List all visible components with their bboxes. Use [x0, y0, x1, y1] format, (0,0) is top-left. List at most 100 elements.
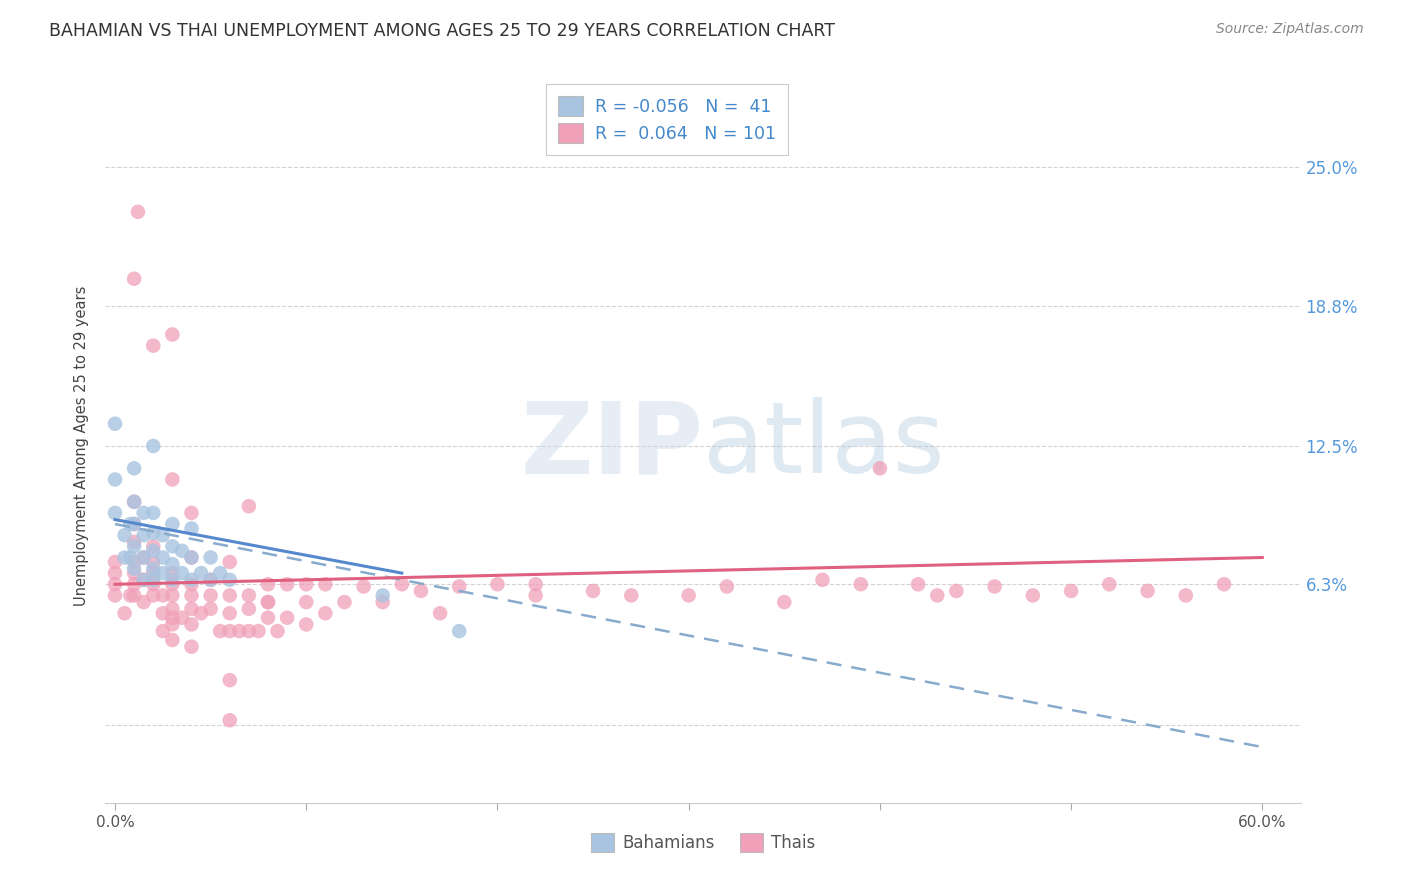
- Y-axis label: Unemployment Among Ages 25 to 29 years: Unemployment Among Ages 25 to 29 years: [75, 285, 90, 607]
- Point: [276, 577, 298, 591]
- Point: [449, 624, 471, 639]
- Point: [120, 589, 142, 603]
- Point: [122, 494, 145, 508]
- Point: [869, 461, 891, 475]
- Point: [209, 624, 232, 639]
- Point: [582, 583, 605, 598]
- Point: [180, 550, 202, 565]
- Point: [257, 595, 280, 609]
- Point: [142, 555, 165, 569]
- Point: [238, 624, 260, 639]
- Text: Source: ZipAtlas.com: Source: ZipAtlas.com: [1216, 22, 1364, 37]
- Point: [170, 610, 193, 624]
- Point: [773, 595, 796, 609]
- Point: [449, 580, 471, 594]
- Point: [190, 566, 212, 580]
- Point: [162, 633, 184, 648]
- Point: [127, 204, 149, 219]
- Point: [276, 610, 298, 624]
- Point: [162, 539, 184, 553]
- Point: [122, 271, 145, 285]
- Point: [295, 595, 318, 609]
- Point: [927, 589, 949, 603]
- Point: [678, 589, 700, 603]
- Point: [142, 338, 165, 352]
- Point: [122, 516, 145, 531]
- Point: [162, 573, 184, 587]
- Point: [257, 610, 280, 624]
- Point: [218, 555, 240, 569]
- Point: [152, 528, 174, 542]
- Point: [162, 589, 184, 603]
- Point: [200, 589, 222, 603]
- Point: [228, 624, 250, 639]
- Point: [142, 539, 165, 553]
- Point: [486, 577, 509, 591]
- Point: [180, 577, 202, 591]
- Point: [104, 566, 127, 580]
- Point: [238, 499, 260, 513]
- Point: [257, 577, 280, 591]
- Legend: Bahamians, Thais: Bahamians, Thais: [583, 826, 823, 859]
- Point: [180, 506, 202, 520]
- Point: [716, 580, 738, 594]
- Point: [180, 640, 202, 654]
- Point: [218, 714, 240, 728]
- Point: [247, 624, 270, 639]
- Point: [122, 555, 145, 569]
- Point: [180, 601, 202, 615]
- Point: [200, 550, 222, 565]
- Point: [1213, 577, 1236, 591]
- Point: [371, 589, 394, 603]
- Point: [114, 607, 136, 621]
- Text: ZIP: ZIP: [520, 398, 703, 494]
- Point: [200, 573, 222, 587]
- Point: [142, 562, 165, 576]
- Point: [391, 577, 413, 591]
- Point: [209, 566, 232, 580]
- Point: [122, 566, 145, 580]
- Point: [1022, 589, 1045, 603]
- Point: [132, 550, 155, 565]
- Point: [429, 607, 451, 621]
- Point: [152, 589, 174, 603]
- Point: [238, 601, 260, 615]
- Point: [104, 555, 127, 569]
- Point: [122, 539, 145, 553]
- Point: [162, 610, 184, 624]
- Point: [353, 580, 375, 594]
- Point: [190, 607, 212, 621]
- Point: [162, 557, 184, 571]
- Point: [114, 550, 136, 565]
- Point: [120, 516, 142, 531]
- Point: [180, 521, 202, 535]
- Point: [142, 506, 165, 520]
- Point: [152, 566, 174, 580]
- Point: [152, 624, 174, 639]
- Point: [170, 566, 193, 580]
- Point: [142, 439, 165, 453]
- Point: [104, 589, 127, 603]
- Point: [295, 577, 318, 591]
- Point: [524, 589, 547, 603]
- Point: [142, 573, 165, 587]
- Text: BAHAMIAN VS THAI UNEMPLOYMENT AMONG AGES 25 TO 29 YEARS CORRELATION CHART: BAHAMIAN VS THAI UNEMPLOYMENT AMONG AGES…: [49, 22, 835, 40]
- Text: atlas: atlas: [703, 398, 945, 494]
- Point: [200, 573, 222, 587]
- Point: [620, 589, 643, 603]
- Point: [907, 577, 929, 591]
- Point: [104, 506, 127, 520]
- Point: [122, 516, 145, 531]
- Point: [122, 562, 145, 576]
- Point: [170, 543, 193, 558]
- Point: [104, 417, 127, 431]
- Point: [142, 566, 165, 580]
- Point: [142, 577, 165, 591]
- Point: [811, 573, 834, 587]
- Point: [122, 461, 145, 475]
- Point: [142, 543, 165, 558]
- Point: [122, 589, 145, 603]
- Point: [162, 472, 184, 486]
- Point: [122, 534, 145, 549]
- Point: [1098, 577, 1121, 591]
